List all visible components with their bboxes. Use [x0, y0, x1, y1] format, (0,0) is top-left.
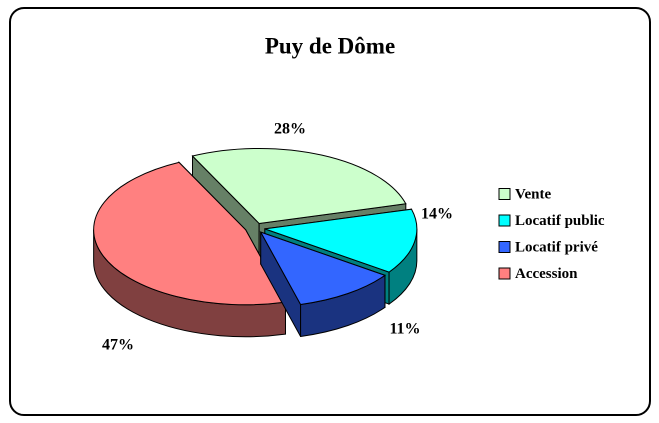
data-label: 11% [389, 321, 420, 338]
data-label: 28% [274, 121, 306, 138]
chart-title: Puy de Dôme [265, 33, 395, 58]
legend-swatch [498, 214, 511, 227]
legend-label: Locatif public [515, 213, 605, 229]
legend [494, 172, 642, 300]
slice-top [191, 147, 407, 224]
slice [259, 231, 387, 338]
legend-label: Vente [515, 186, 551, 202]
legend-swatch [498, 267, 511, 280]
slice-top [93, 161, 287, 306]
slice-top [259, 231, 387, 306]
slice [93, 161, 287, 338]
legend-label: Accession [515, 266, 578, 282]
legend-label: Locatif privé [515, 239, 598, 255]
legend-swatch [498, 241, 511, 253]
data-label: 14% [421, 206, 453, 223]
slice-top [264, 208, 418, 273]
legend-swatch [498, 188, 511, 200]
data-label: 47% [102, 337, 134, 354]
